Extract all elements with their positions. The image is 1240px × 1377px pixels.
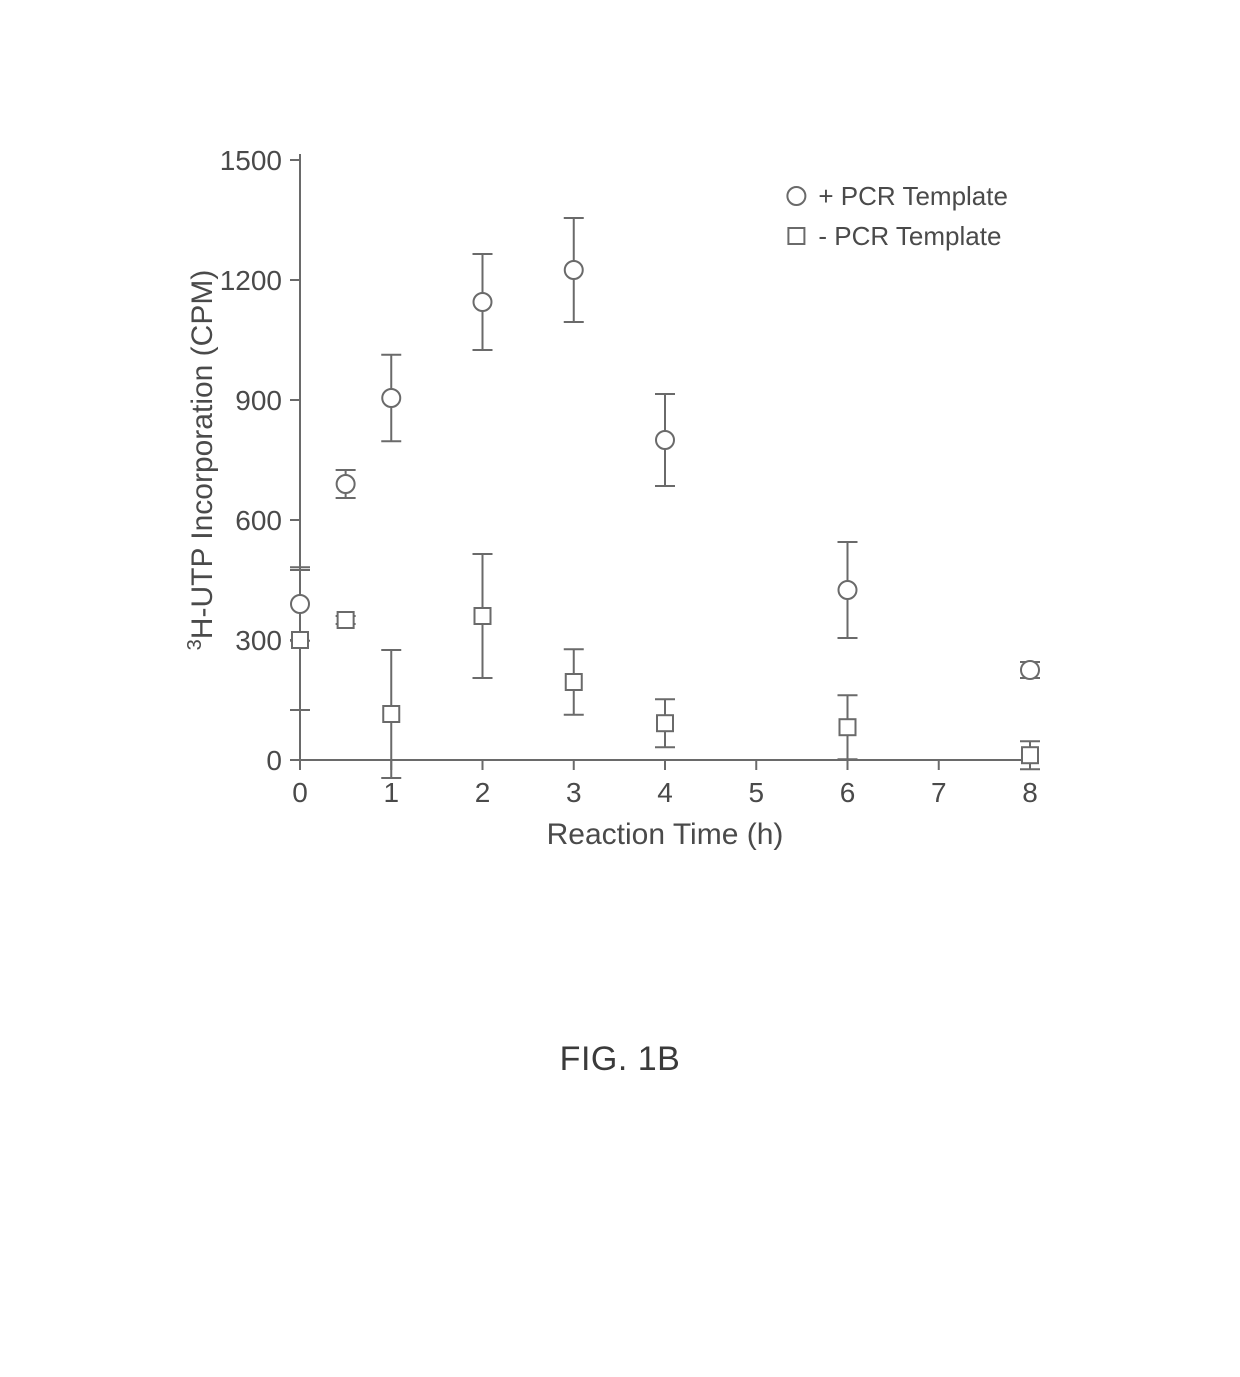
svg-text:0: 0 [266, 745, 282, 776]
svg-text:600: 600 [235, 505, 282, 536]
svg-text:- PCR Template: - PCR Template [818, 221, 1001, 251]
svg-text:3H-UTP Incorporation (CPM): 3H-UTP Incorporation (CPM) [184, 270, 219, 651]
svg-text:2: 2 [475, 777, 491, 808]
utp-incorporation-chart: 0 1 2 3 4 5 6 7 8 0 300 600 900 1200 1500 Reaction Time… [180, 120, 1060, 880]
svg-text:5: 5 [748, 777, 764, 808]
chart-container: 0 1 2 3 4 5 6 7 8 0 300 600 900 1200 1500 Reaction Time… [180, 120, 1060, 880]
svg-text:1: 1 [383, 777, 399, 808]
page: 0 1 2 3 4 5 6 7 8 0 300 600 900 1200 1500 Reaction Time… [0, 0, 1240, 1377]
figure-caption: FIG. 1B [0, 1040, 1240, 1079]
svg-text:300: 300 [235, 625, 282, 656]
svg-text:Reaction Time (h): Reaction Time (h) [547, 818, 784, 851]
svg-text:4: 4 [657, 777, 673, 808]
svg-text:8: 8 [1022, 777, 1038, 808]
svg-text:6: 6 [840, 777, 856, 808]
svg-text:900: 900 [235, 385, 282, 416]
svg-text:3: 3 [566, 777, 582, 808]
svg-text:7: 7 [931, 777, 947, 808]
svg-text:0: 0 [292, 777, 308, 808]
svg-text:+ PCR Template: + PCR Template [818, 181, 1008, 211]
svg-text:1500: 1500 [220, 145, 282, 176]
svg-text:1200: 1200 [220, 265, 282, 296]
